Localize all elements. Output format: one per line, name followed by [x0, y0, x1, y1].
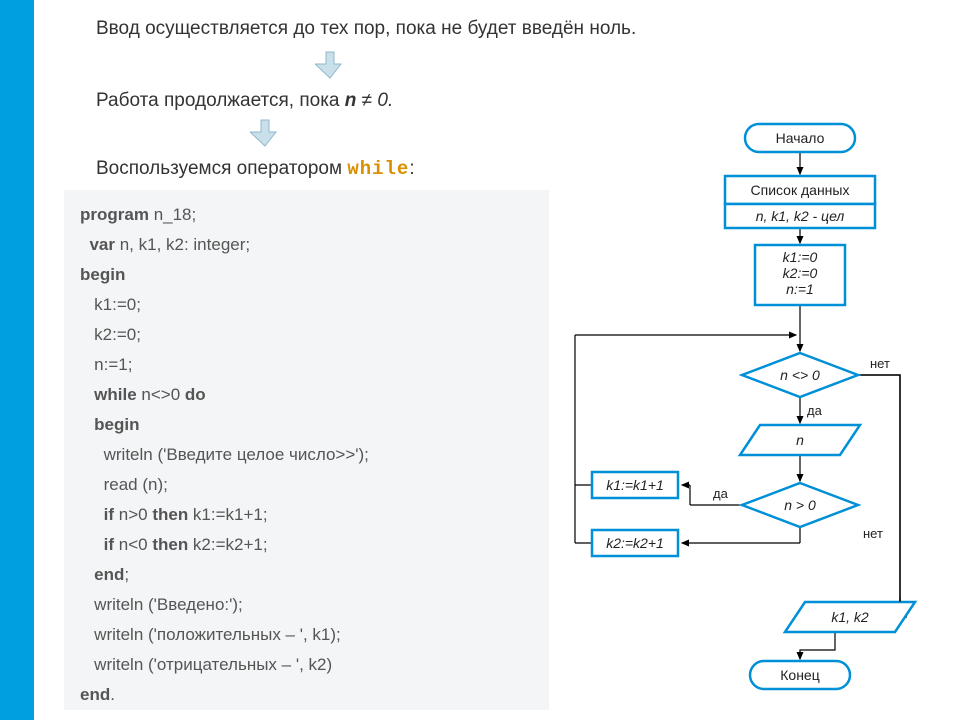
code-l15: writeln ('положительных – ', k1);: [80, 620, 533, 650]
sidebar: [0, 0, 34, 720]
fc-yes2: да: [713, 486, 729, 501]
fc-init-2: k2:=0: [783, 265, 818, 281]
code-box: program n_18; var n, k1, k2: integer; be…: [64, 190, 549, 710]
fc-init-3: n:=1: [786, 281, 814, 297]
code-l13: end;: [80, 560, 533, 590]
paragraph-2: Работа продолжается, пока n ≠ 0.: [96, 90, 393, 112]
code-l3: begin: [80, 260, 533, 290]
fc-out: k1, k2: [831, 609, 869, 625]
while-keyword: while: [347, 158, 409, 180]
code-l17: end.: [80, 680, 533, 710]
fc-cond1: n <> 0: [780, 367, 820, 383]
code-l4: k1:=0;: [80, 290, 533, 320]
page-root: Ввод осуществляется до тех пор, пока не …: [0, 0, 960, 720]
fc-input: n: [796, 432, 804, 448]
code-l8: begin: [80, 410, 533, 440]
fc-k1: k1:=k1+1: [606, 477, 664, 493]
code-l7: while n<>0 do: [80, 380, 533, 410]
fc-k2: k2:=k2+1: [606, 535, 664, 551]
code-l10: read (n);: [80, 470, 533, 500]
fc-no2: нет: [863, 526, 883, 541]
p2-var-n: n: [345, 90, 357, 111]
paragraph-1: Ввод осуществляется до тех пор, пока не …: [96, 18, 636, 40]
p2-text-a: Работа продолжается, пока: [96, 90, 345, 111]
paragraph-3: Воспользуемся оператором while:: [96, 158, 415, 180]
p2-text-c: ≠ 0.: [356, 90, 393, 111]
p3-text-a: Воспользуемся оператором: [96, 158, 347, 179]
code-l6: n:=1;: [80, 350, 533, 380]
code-l16: writeln ('отрицательных – ', k2): [80, 650, 533, 680]
code-l9: writeln ('Введите целое число>>');: [80, 440, 533, 470]
fc-cond2: n > 0: [784, 497, 816, 513]
fc-start: Начало: [776, 130, 825, 146]
code-l5: k2:=0;: [80, 320, 533, 350]
fc-datalist: n, k1, k2 - цел: [756, 208, 845, 224]
flowchart: Начало Список данных n, k1, k2 - цел k1:…: [555, 120, 955, 710]
code-l14: writeln ('Введено:');: [80, 590, 533, 620]
code-l11: if n>0 then k1:=k1+1;: [80, 500, 533, 530]
fc-datahdr: Список данных: [751, 182, 850, 198]
code-l12: if n<0 then k2:=k2+1;: [80, 530, 533, 560]
p3-text-c: :: [409, 158, 414, 179]
fc-yes1: да: [807, 403, 823, 418]
fc-no1: нет: [870, 356, 890, 371]
code-l2: var n, k1, k2: integer;: [80, 230, 533, 260]
fc-init-1: k1:=0: [783, 249, 818, 265]
arrow-down-1: [315, 50, 345, 80]
arrow-down-2: [250, 118, 280, 148]
code-l1: program n_18;: [80, 200, 533, 230]
fc-end: Конец: [780, 667, 819, 683]
